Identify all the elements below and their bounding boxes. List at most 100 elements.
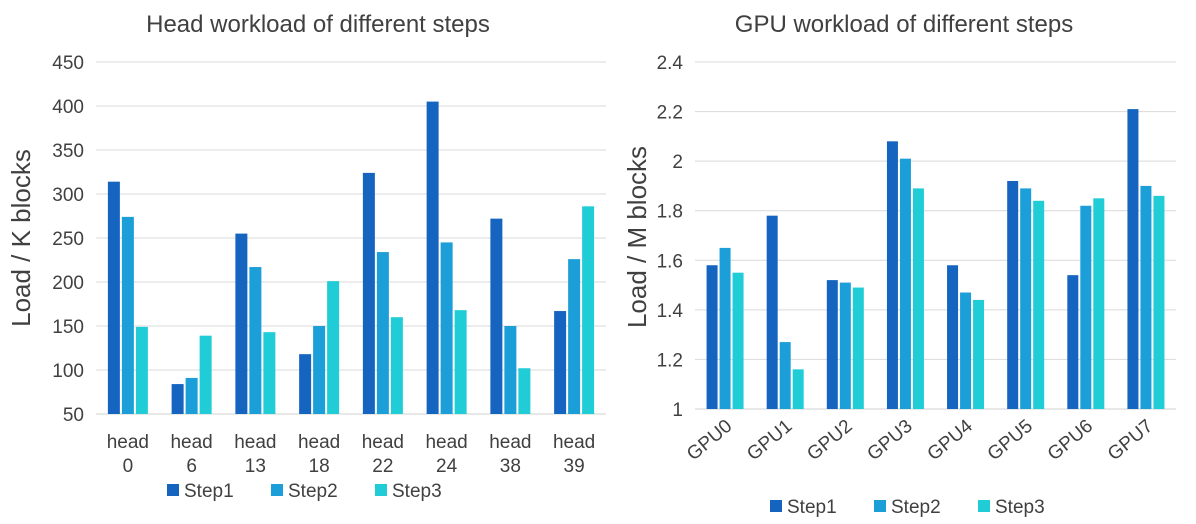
y-tick-label: 2 — [672, 152, 683, 173]
chart-title: GPU workload of different steps — [735, 11, 1073, 38]
x-tick-label: head — [234, 432, 276, 453]
bar-step2-0 — [719, 247, 731, 409]
legend-swatch — [167, 484, 179, 496]
bar-step1-6 — [1067, 275, 1079, 409]
y-tick-label: 1.2 — [657, 350, 683, 371]
y-axis-label: Load / M blocks — [622, 146, 652, 328]
bar-step1-2 — [235, 233, 248, 414]
chart-1: Head workload of different steps Load / K… — [6, 11, 606, 502]
bar-step2-0 — [121, 216, 134, 414]
y-tick-label: 350 — [52, 141, 84, 162]
bar-step1-3 — [886, 141, 898, 410]
bar-step3-7 — [582, 206, 595, 414]
y-tick-label: 2.2 — [657, 103, 683, 124]
bar-step2-2 — [249, 267, 262, 414]
bar-step1-5 — [426, 101, 439, 414]
x-tick-label: 6 — [186, 456, 197, 477]
legend-swatch — [874, 500, 886, 512]
bar-step3-2 — [263, 332, 276, 414]
legend-entry: Step3 — [995, 497, 1045, 518]
bar-step3-3 — [912, 188, 924, 409]
x-tick-label: head — [170, 432, 212, 453]
bar-step1-3 — [299, 354, 312, 414]
x-tick-label: GPU7 — [1104, 416, 1157, 465]
bar-step2-7 — [1140, 185, 1152, 409]
bar-step2-4 — [960, 292, 972, 409]
bar-step2-3 — [899, 158, 911, 409]
bar-step2-2 — [839, 282, 851, 409]
x-tick-label: head — [425, 432, 467, 453]
x-tick-label: 39 — [564, 456, 585, 477]
bar-step2-4 — [376, 252, 389, 414]
x-tick-label: GPU3 — [864, 416, 917, 465]
bar-step3-7 — [1153, 195, 1165, 409]
x-tick-label: 22 — [372, 456, 393, 477]
legend-entry: Step1 — [184, 481, 234, 502]
x-tick-label: head — [362, 432, 404, 453]
chart-title: Head workload of different steps — [146, 11, 490, 38]
x-tick-label: head — [107, 432, 149, 453]
legend-swatch — [978, 500, 990, 512]
x-tick-label: GPU4 — [924, 415, 977, 465]
x-tick-label: head — [298, 432, 340, 453]
x-tick-label: 18 — [309, 456, 330, 477]
x-tick-label: 38 — [500, 456, 521, 477]
legend: Step1 Step2 Step3 — [770, 497, 1045, 518]
y-tick-label: 1.8 — [657, 202, 683, 223]
bar-step1-7 — [554, 311, 567, 414]
y-tick-label: 150 — [52, 317, 84, 338]
y-tick-label: 200 — [52, 273, 84, 294]
bar-step3-1 — [199, 335, 212, 414]
x-tick-label: GPU6 — [1044, 416, 1097, 465]
gridlines — [96, 61, 606, 415]
y-tick-label: 250 — [52, 229, 84, 250]
y-tick-label: 100 — [52, 361, 84, 382]
bar-step1-4 — [947, 265, 959, 409]
bar-step2-3 — [313, 326, 326, 414]
y-tick-label: 1.4 — [657, 301, 684, 322]
bar-step3-5 — [1033, 200, 1045, 409]
bar-step3-2 — [852, 287, 864, 409]
bar-step3-6 — [1093, 198, 1105, 409]
x-tick-label: GPU1 — [743, 416, 796, 465]
bar-step3-4 — [390, 317, 403, 414]
bar-step2-5 — [1020, 188, 1032, 409]
bar-step1-5 — [1007, 180, 1019, 409]
bar-step2-1 — [779, 342, 791, 409]
x-tick-label: head — [553, 432, 595, 453]
bar-step2-5 — [440, 242, 453, 414]
legend-swatch — [271, 484, 283, 496]
legend-entry: Step3 — [392, 481, 442, 502]
x-tick-label: GPU5 — [984, 416, 1037, 465]
bar-step1-0 — [706, 265, 718, 409]
legend-swatch — [770, 500, 782, 512]
x-tick-label: 0 — [123, 456, 134, 477]
x-tick-label: head — [489, 432, 531, 453]
bar-step3-4 — [973, 299, 985, 409]
y-tick-label: 2.4 — [657, 53, 684, 74]
y-axis-label: Load / K blocks — [6, 149, 36, 327]
bar-step3-0 — [732, 272, 744, 409]
bar-step3-5 — [454, 310, 467, 414]
x-tick-label: 24 — [436, 456, 458, 477]
bar-step2-6 — [504, 326, 517, 414]
bar-step3-1 — [792, 369, 804, 409]
bar-step2-7 — [568, 259, 581, 414]
y-tick-label: 50 — [63, 405, 84, 426]
legend-entry: Step2 — [288, 481, 338, 502]
bar-step2-6 — [1080, 205, 1092, 409]
y-tick-label: 450 — [52, 53, 84, 74]
y-tick-label: 400 — [52, 97, 84, 118]
bar-step1-6 — [490, 218, 503, 414]
y-tick-label: 1 — [672, 400, 683, 421]
bar-step3-3 — [327, 281, 340, 414]
legend: Step1 Step2 Step3 — [167, 481, 442, 502]
bar-step3-6 — [518, 368, 531, 414]
chart-2: GPU workload of different steps Load / M … — [622, 11, 1176, 518]
bar-step1-2 — [826, 280, 838, 409]
bar-step1-0 — [107, 181, 120, 414]
bar-step1-7 — [1127, 109, 1139, 409]
legend-entry: Step1 — [787, 497, 837, 518]
